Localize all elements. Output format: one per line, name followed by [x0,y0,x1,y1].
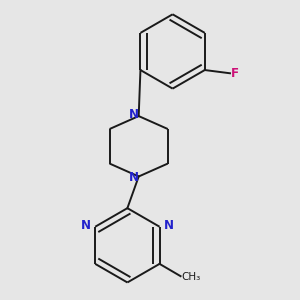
Text: N: N [81,219,91,232]
Text: CH₃: CH₃ [182,272,201,282]
Text: N: N [129,108,139,121]
Text: N: N [129,171,139,184]
Text: F: F [231,67,239,80]
Text: N: N [164,219,173,232]
